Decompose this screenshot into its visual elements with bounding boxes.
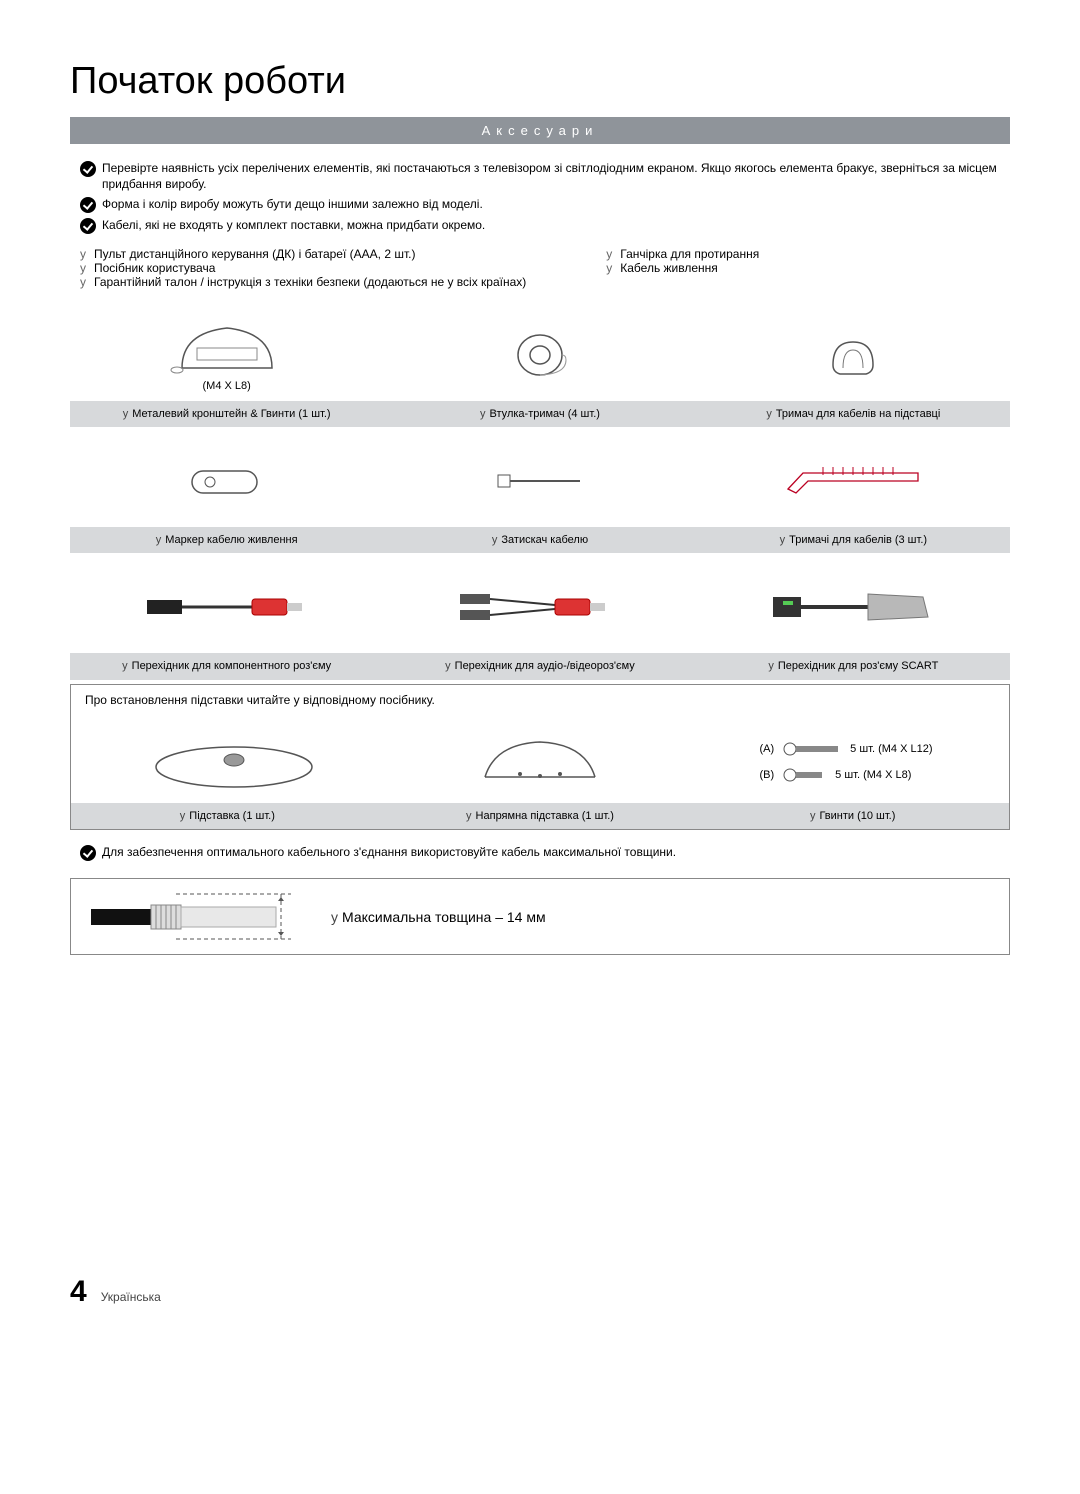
label-text: Гвинти (10 шт.) <box>819 810 895 822</box>
note-text: Перевірте наявність усіх перелічених еле… <box>102 160 1000 192</box>
screw-b-text: 5 шт. (M4 X L8) <box>835 769 911 781</box>
accessory-row-1-labels: yМеталевий кронштейн & Гвинти (1 шт.) yВ… <box>70 401 1010 427</box>
stand-icon <box>149 732 319 792</box>
power-marker-icon <box>182 459 272 504</box>
bullet-icon: y <box>768 660 774 672</box>
note-text: Форма і колір виробу можуть бути дещо ін… <box>102 196 483 212</box>
label-text: Перехідник для роз'єму SCART <box>778 660 939 672</box>
bullet-text: Ганчірка для протирання <box>620 247 759 261</box>
label-text: Перехідник для аудіо-/відеороз'єму <box>455 660 635 672</box>
av-adapter-icon <box>455 582 625 632</box>
bullet-icon: y <box>606 247 620 261</box>
bullet-icon: y <box>122 660 128 672</box>
accessory-row-2-labels: yМаркер кабелю живлення yЗатискач кабелю… <box>70 527 1010 553</box>
stand-head-text: Про встановлення підставки читайте у від… <box>81 691 999 713</box>
label-text: Перехідник для компонентного роз'єму <box>132 660 332 672</box>
screw-a-text: 5 шт. (M4 X L12) <box>850 743 932 755</box>
label-text: Тримач для кабелів на підставці <box>776 408 941 420</box>
bullet-icon: y <box>445 660 451 672</box>
page-number: 4 <box>70 1275 87 1309</box>
check-icon <box>80 218 96 234</box>
bracket-spec: (M4 X L8) <box>203 380 251 392</box>
screw-short-icon <box>782 767 827 783</box>
accessory-row-1-images: (M4 X L8) <box>70 301 1010 401</box>
bullet-icon: y <box>480 408 486 420</box>
stand-installation-box: Про встановлення підставки читайте у від… <box>70 684 1010 830</box>
screws-block: (A) 5 шт. (M4 X L12) (B) 5 шт. (M4 X L8) <box>759 741 932 783</box>
bullet-text: Посібник користувача <box>94 261 215 275</box>
label-text: Металевий кронштейн & Гвинти (1 шт.) <box>132 408 330 420</box>
bullet-icon: y <box>80 247 94 261</box>
page-title: Початок роботи <box>70 60 1010 103</box>
bullet-text: Гарантійний талон / інструкція з техніки… <box>94 275 526 289</box>
thickness-text: Максимальна товщина – 14 мм <box>342 909 546 925</box>
label-text: Затискач кабелю <box>501 534 588 546</box>
screw-a-prefix: (A) <box>759 743 774 755</box>
accessory-row-3-images <box>70 553 1010 653</box>
cable-ties-icon <box>778 461 928 501</box>
label-text: Тримачі для кабелів (3 шт.) <box>789 534 927 546</box>
bullet-icon: y <box>810 810 816 822</box>
bullet-icon: y <box>466 810 472 822</box>
bullet-icon: y <box>606 261 620 275</box>
bullet-icon: y <box>331 909 338 925</box>
language-label: Українська <box>101 1290 161 1304</box>
accessory-row-2-images <box>70 427 1010 527</box>
cable-holder-icon <box>818 330 888 380</box>
label-text: Маркер кабелю живлення <box>165 534 297 546</box>
bracket-icon <box>162 318 292 378</box>
check-icon <box>80 161 96 177</box>
guide-stand-icon <box>465 732 615 792</box>
label-text: Підставка (1 шт.) <box>189 810 275 822</box>
section-header: Аксесуари <box>70 117 1010 144</box>
bullet-icon: y <box>766 408 772 420</box>
bullet-icon: y <box>492 534 498 546</box>
cable-clamp-icon <box>490 461 590 501</box>
bullet-icon: y <box>123 408 129 420</box>
bullet-text: Пульт дистанційного керування (ДК) і бат… <box>94 247 415 261</box>
check-icon <box>80 197 96 213</box>
bullet-text: Кабель живлення <box>620 261 718 275</box>
label-text: Напрямна підставка (1 шт.) <box>476 810 614 822</box>
check-icon <box>80 845 96 861</box>
bullet-icon: y <box>80 261 94 275</box>
page-footer: 4 Українська <box>70 1275 1010 1309</box>
screw-b-prefix: (B) <box>759 769 774 781</box>
final-note-text: Для забезпечення оптимального кабельного… <box>102 844 676 860</box>
cable-thickness-icon <box>91 889 301 944</box>
accessory-row-3-labels: yПерехідник для компонентного роз'єму yП… <box>70 653 1010 679</box>
screw-long-icon <box>782 741 842 757</box>
cable-thickness-box: yМаксимальна товщина – 14 мм <box>70 878 1010 955</box>
label-text: Втулка-тримач (4 шт.) <box>490 408 600 420</box>
accessory-bullets: yПульт дистанційного керування (ДК) і ба… <box>70 243 1010 301</box>
bullet-icon: y <box>80 275 94 289</box>
notes-block: Перевірте наявність усіх перелічених еле… <box>70 154 1010 243</box>
bullet-icon: y <box>156 534 162 546</box>
component-adapter-icon <box>142 582 312 632</box>
scart-adapter-icon <box>768 582 938 632</box>
note-text: Кабелі, які не входять у комплект постав… <box>102 217 485 233</box>
bullet-icon: y <box>180 810 186 822</box>
bullet-icon: y <box>780 534 786 546</box>
spacer-icon <box>510 330 570 380</box>
